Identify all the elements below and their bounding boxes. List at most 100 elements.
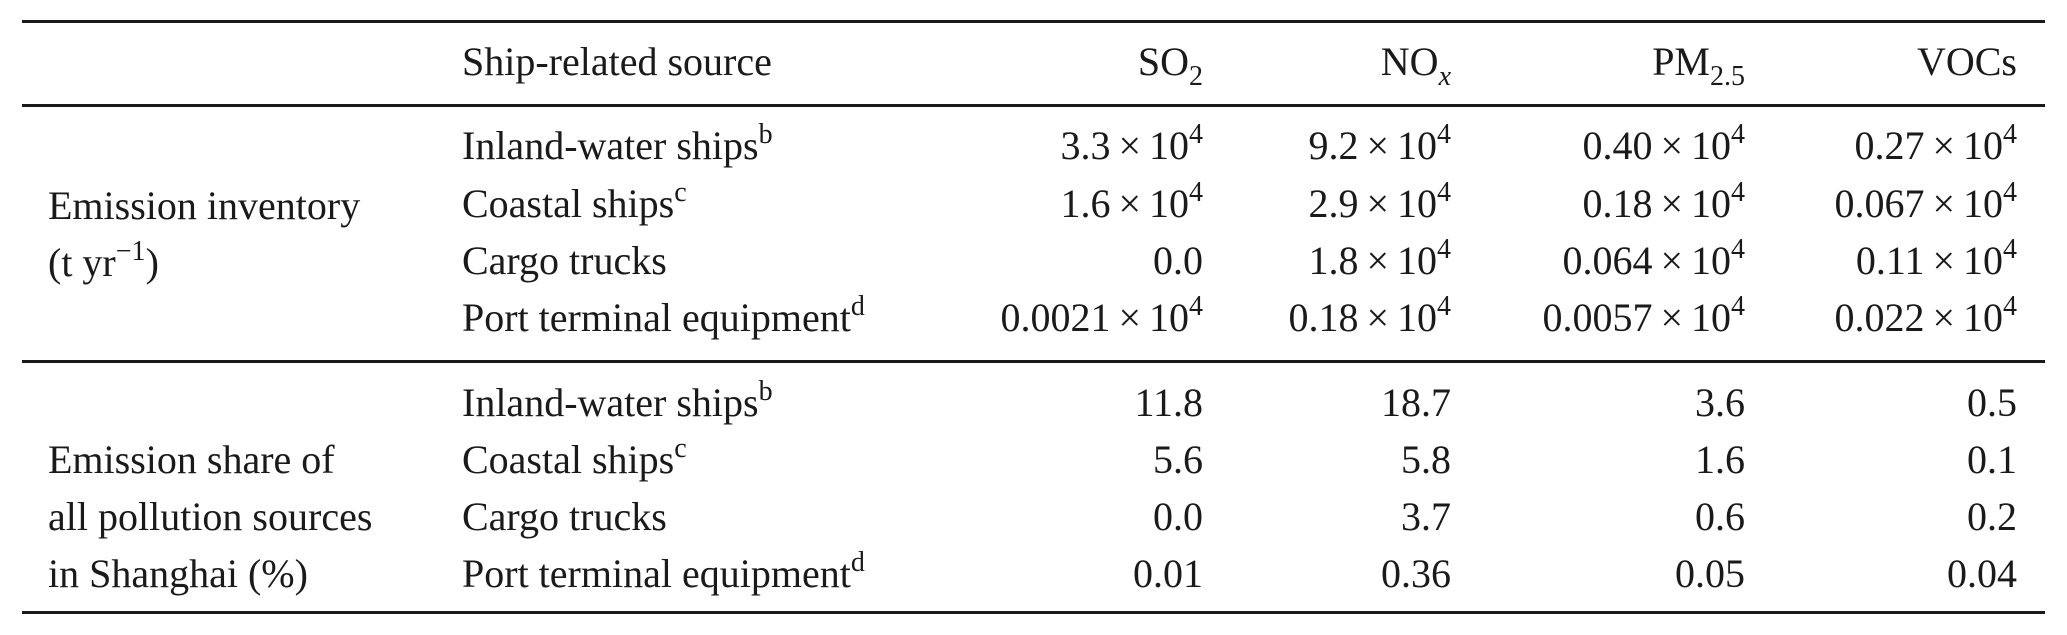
base-ten: 10	[1149, 295, 1189, 340]
table-row-source: Inland-water shipsb	[462, 378, 773, 423]
times-symbol: ×	[1366, 238, 1389, 283]
group-label-line: Emission share of	[48, 440, 335, 480]
times-symbol: ×	[1660, 123, 1683, 168]
value-mantissa: 0.022	[1834, 295, 1925, 340]
times-symbol: ×	[1366, 295, 1389, 340]
group-label-text: all pollution sources	[48, 494, 373, 539]
value-mantissa: 0.27	[1854, 123, 1925, 168]
value-text: 1.6	[1695, 437, 1745, 482]
table-cell-value: 9.2 × 104	[1308, 121, 1451, 168]
table-cell-value: 0.18 × 104	[1288, 293, 1451, 340]
base-ten: 10	[1691, 181, 1731, 226]
value-mantissa: 2.9	[1308, 181, 1359, 226]
base-ten: 10	[1397, 295, 1437, 340]
table-cell-value: 0.067 × 104	[1834, 179, 2017, 226]
value-exponent: 4	[1189, 177, 1203, 208]
group-label-text: Emission inventory	[48, 183, 361, 228]
value-text: 0.05	[1675, 551, 1745, 596]
times-symbol: ×	[1932, 295, 1955, 340]
value-mantissa: 0.18	[1582, 181, 1653, 226]
footnote-marker: c	[674, 433, 687, 464]
base-ten: 10	[1963, 123, 2003, 168]
table-cell-value: 1.6 × 104	[1060, 179, 1203, 226]
header-column-base: SO	[1137, 39, 1189, 84]
table-row-source: Inland-water shipsb	[462, 121, 773, 168]
value-text: 0.0	[1153, 238, 1203, 283]
base-ten: 10	[1397, 181, 1437, 226]
header-source-text: Ship-related source	[462, 39, 772, 84]
table-cell-value: 5.6	[1153, 440, 1203, 480]
value-text: 5.8	[1401, 437, 1451, 482]
value-mantissa: 0.11	[1855, 238, 1925, 283]
footnote-marker: c	[674, 177, 687, 208]
table-cell-value: 3.3 × 104	[1060, 121, 1203, 168]
value-mantissa: 0.064	[1562, 238, 1653, 283]
value-mantissa: 3.3	[1060, 123, 1111, 168]
times-symbol: ×	[1660, 238, 1683, 283]
table-cell-value: 0.0	[1153, 241, 1203, 281]
base-ten: 10	[1963, 238, 2003, 283]
times-symbol: ×	[1118, 123, 1141, 168]
value-text: 0.5	[1967, 380, 2017, 425]
top-rule	[22, 20, 2045, 23]
value-exponent: 4	[2003, 291, 2017, 322]
base-ten: 10	[1397, 238, 1437, 283]
group-label-text: Emission share of	[48, 437, 335, 482]
table-cell-value: 0.2	[1967, 497, 2017, 537]
table-row-source: Coastal shipsc	[462, 179, 687, 226]
header-column-0: SO2	[1137, 39, 1203, 91]
table-cell-value: 2.9 × 104	[1308, 179, 1451, 226]
value-exponent: 4	[1731, 177, 1745, 208]
bottom-rule	[22, 611, 2045, 614]
footnote-marker: d	[850, 547, 865, 578]
value-exponent: 4	[2003, 234, 2017, 265]
table-cell-value: 0.05	[1675, 554, 1745, 594]
table-cell-value: 0.18 × 104	[1582, 179, 1745, 226]
value-text: 0.6	[1695, 494, 1745, 539]
header-column-subscript: 2	[1189, 61, 1203, 92]
value-exponent: 4	[2003, 119, 2017, 150]
source-name: Cargo trucks	[462, 494, 667, 539]
value-exponent: 4	[1437, 119, 1451, 150]
value-text: 18.7	[1381, 380, 1451, 425]
value-mantissa: 0.067	[1834, 181, 1925, 226]
times-symbol: ×	[1366, 123, 1389, 168]
group-label-line: in Shanghai (%)	[48, 554, 308, 594]
times-symbol: ×	[1118, 181, 1141, 226]
source-name: Inland-water ships	[462, 123, 759, 168]
times-symbol: ×	[1118, 295, 1141, 340]
source-name: Coastal ships	[462, 181, 675, 226]
unit-prefix: (t yr	[48, 240, 116, 285]
footnote-marker: d	[850, 291, 865, 322]
table-cell-value: 0.6	[1695, 497, 1745, 537]
table-cell-value: 1.6	[1695, 440, 1745, 480]
table-cell-value: 0.01	[1133, 554, 1203, 594]
table-cell-value: 0.5	[1967, 383, 2017, 423]
table-cell-value: 0.11 × 104	[1855, 236, 2017, 283]
table-cell-value: 0.022 × 104	[1834, 293, 2017, 340]
table-row-source: Coastal shipsc	[462, 435, 687, 482]
value-text: 0.1	[1967, 437, 2017, 482]
header-rule	[22, 104, 2045, 107]
base-ten: 10	[1691, 295, 1731, 340]
table-cell-value: 0.0021 × 104	[1000, 293, 1203, 340]
source-name: Coastal ships	[462, 437, 675, 482]
group-label-line: Emission inventory	[48, 186, 360, 226]
value-text: 0.36	[1381, 551, 1451, 596]
group-separator-rule	[22, 360, 2045, 363]
value-mantissa: 1.8	[1308, 238, 1359, 283]
table-cell-value: 0.0057 × 104	[1542, 293, 1745, 340]
header-column-base: VOCs	[1916, 39, 2017, 84]
header-column-subscript: 2.5	[1710, 61, 1745, 92]
group-label-text: in Shanghai (%)	[48, 551, 308, 596]
value-exponent: 4	[1437, 177, 1451, 208]
times-symbol: ×	[1660, 181, 1683, 226]
table-row-source: Cargo trucks	[462, 497, 667, 537]
value-exponent: 4	[1437, 234, 1451, 265]
times-symbol: ×	[1366, 181, 1389, 226]
table-cell-value: 3.6	[1695, 383, 1745, 423]
value-mantissa: 0.0021	[1000, 295, 1111, 340]
value-exponent: 4	[1189, 291, 1203, 322]
value-text: 0.01	[1133, 551, 1203, 596]
